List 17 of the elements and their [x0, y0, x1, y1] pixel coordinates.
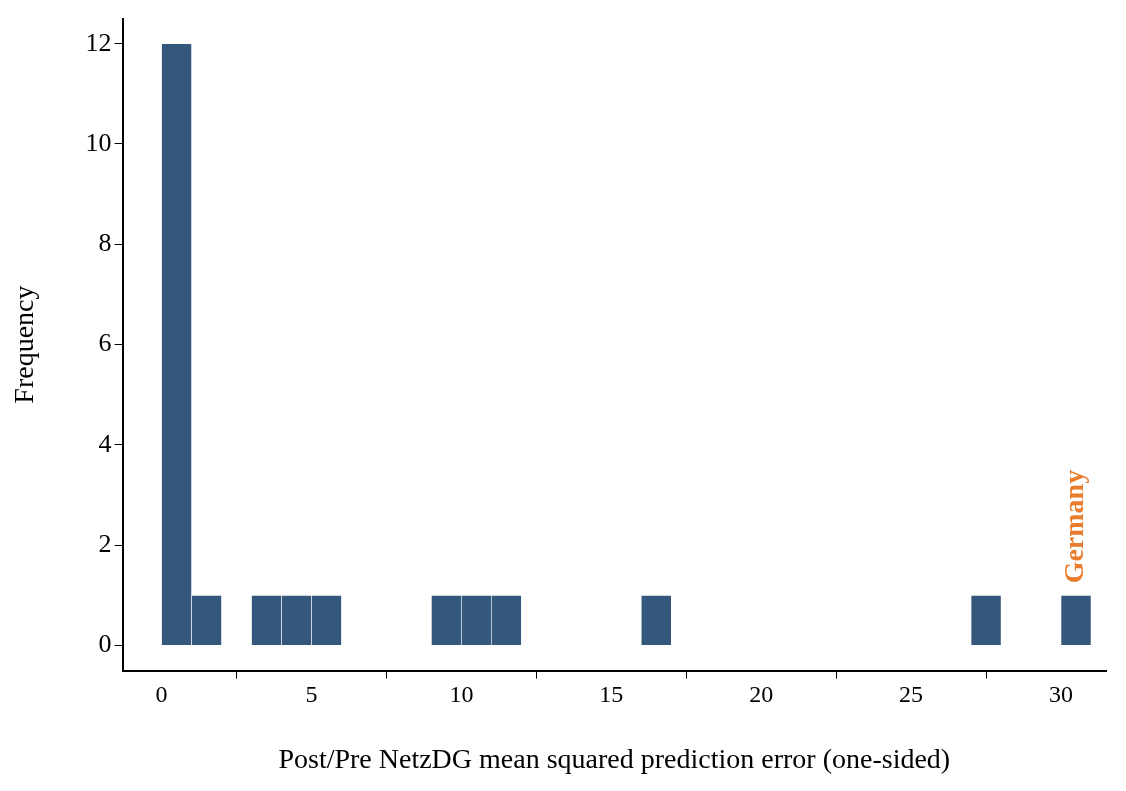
x-tick-label: 25 — [899, 681, 924, 708]
annotation: Germany — [1058, 469, 1090, 584]
x-tick-label: 20 — [749, 681, 774, 708]
x-axis-title: Post/Pre NetzDG mean squared prediction error (one-sided) — [278, 742, 951, 774]
x-tick-label: 5 — [305, 681, 318, 708]
y-tick-label: 2 — [98, 529, 112, 559]
x-tick-label: 0 — [155, 681, 168, 708]
y-tick-label: 6 — [98, 328, 112, 358]
y-tick-label: 4 — [98, 428, 112, 458]
y-tick-label: 12 — [85, 27, 112, 57]
y-tick-label: 10 — [85, 127, 112, 157]
x-tick-label: 15 — [599, 681, 624, 708]
x-tick-label: 30 — [1049, 681, 1074, 708]
y-axis-title: Frequency — [8, 285, 40, 404]
y-tick-label: 8 — [98, 228, 112, 258]
y-tick-label: 0 — [98, 629, 112, 659]
x-tick-label: 10 — [449, 681, 474, 708]
